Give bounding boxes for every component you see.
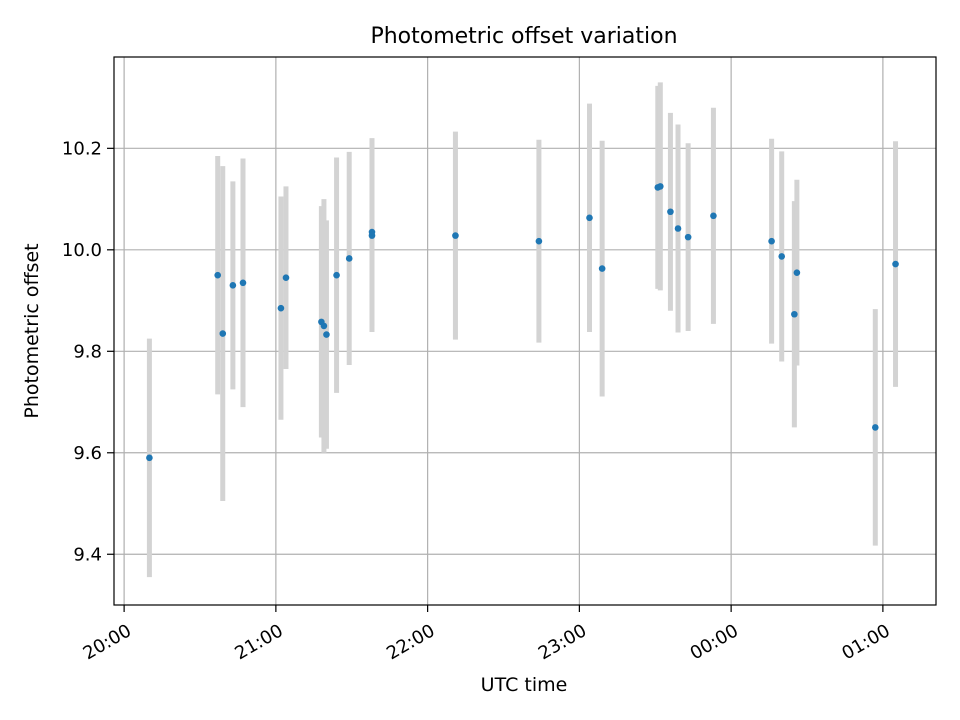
data-point [320,322,328,330]
data-point [871,424,879,431]
errorbars-group [146,82,899,578]
data-point [667,208,674,216]
y-axis-ticks: 9.4 9.6 9.8 10.0 10.2 [62,138,114,565]
x-tick-label: 20:00 [80,620,135,664]
data-point [791,310,798,318]
data-point [333,271,340,279]
data-point [710,212,717,220]
x-tick-label: 22:00 [383,620,438,664]
data-point [768,237,775,245]
x-tick-label: 23:00 [535,620,590,664]
grid-lines [114,57,936,605]
y-tick-label: 10.0 [62,240,102,261]
data-point [452,232,459,239]
data-point [219,330,227,337]
plot-frame [113,56,937,606]
data-point [684,233,692,241]
data-point [778,253,786,260]
x-tick-label: 01:00 [838,620,893,664]
x-axis-label: UTC time [481,674,568,696]
y-axis-label: Photometric offset [21,243,43,418]
data-point [368,228,376,236]
data-point [535,237,543,245]
y-tick-label: 10.2 [62,138,102,159]
data-point [586,214,593,222]
data-point [229,282,237,289]
data-point [282,274,290,282]
data-point [657,183,664,190]
x-axis-ticks: 20:00 21:00 22:00 23:00 00:00 01:00 [80,605,894,664]
data-point [323,331,330,338]
data-point [239,279,247,287]
data-point [793,269,801,276]
data-point [892,260,899,268]
data-point [146,454,153,462]
data-points-group [146,183,899,462]
x-tick-label: 21:00 [231,620,286,664]
data-point [345,255,353,262]
data-point [598,265,606,272]
y-tick-label: 9.4 [73,544,102,565]
data-point [214,271,221,279]
data-point [674,225,682,232]
chart-title: Photometric offset variation [370,24,677,49]
y-tick-label: 9.8 [73,341,102,362]
data-point [277,304,285,312]
y-tick-label: 9.6 [73,443,102,464]
x-tick-label: 00:00 [687,620,742,664]
